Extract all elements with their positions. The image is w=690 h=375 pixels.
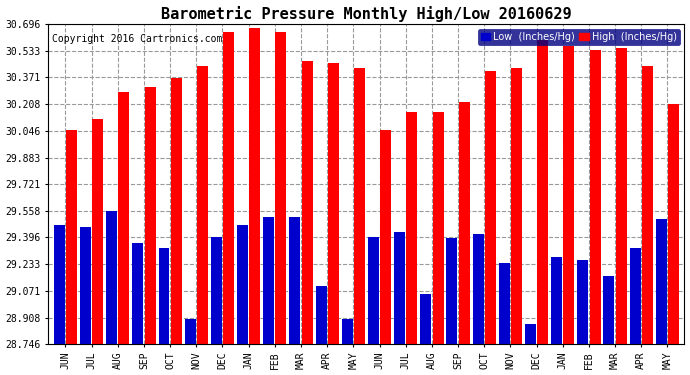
- Title: Barometric Pressure Monthly High/Low 20160629: Barometric Pressure Monthly High/Low 201…: [161, 6, 572, 21]
- Bar: [589, 50, 600, 344]
- Bar: [328, 63, 339, 344]
- Bar: [289, 217, 300, 344]
- Bar: [368, 237, 379, 344]
- Bar: [406, 112, 417, 344]
- Bar: [263, 217, 274, 344]
- Bar: [499, 263, 510, 344]
- Bar: [342, 319, 353, 344]
- Bar: [159, 248, 170, 344]
- Bar: [275, 32, 286, 344]
- Bar: [315, 286, 326, 344]
- Text: Copyright 2016 Cartronics.com: Copyright 2016 Cartronics.com: [52, 34, 222, 44]
- Bar: [237, 225, 248, 344]
- Bar: [473, 234, 484, 344]
- Bar: [564, 46, 574, 344]
- Bar: [656, 219, 667, 344]
- Bar: [446, 238, 457, 344]
- Bar: [197, 66, 208, 344]
- Bar: [420, 294, 431, 344]
- Bar: [642, 66, 653, 344]
- Bar: [302, 61, 313, 344]
- Bar: [525, 324, 536, 344]
- Bar: [485, 71, 496, 344]
- Bar: [511, 68, 522, 344]
- Bar: [171, 78, 181, 344]
- Bar: [604, 276, 614, 344]
- Bar: [538, 40, 549, 344]
- Bar: [551, 256, 562, 344]
- Bar: [668, 104, 679, 344]
- Bar: [145, 87, 156, 344]
- Bar: [211, 237, 222, 344]
- Bar: [615, 48, 627, 344]
- Bar: [433, 112, 444, 344]
- Bar: [54, 225, 65, 344]
- Bar: [223, 32, 234, 344]
- Bar: [92, 118, 104, 344]
- Bar: [394, 232, 405, 344]
- Bar: [132, 243, 144, 344]
- Bar: [106, 211, 117, 344]
- Bar: [249, 28, 260, 344]
- Bar: [119, 92, 130, 344]
- Bar: [380, 130, 391, 344]
- Bar: [80, 227, 91, 344]
- Bar: [629, 248, 640, 344]
- Bar: [185, 319, 196, 344]
- Legend: Low  (Inches/Hg), High  (Inches/Hg): Low (Inches/Hg), High (Inches/Hg): [478, 29, 680, 45]
- Bar: [354, 68, 365, 344]
- Bar: [578, 260, 589, 344]
- Bar: [459, 102, 470, 344]
- Bar: [66, 130, 77, 344]
